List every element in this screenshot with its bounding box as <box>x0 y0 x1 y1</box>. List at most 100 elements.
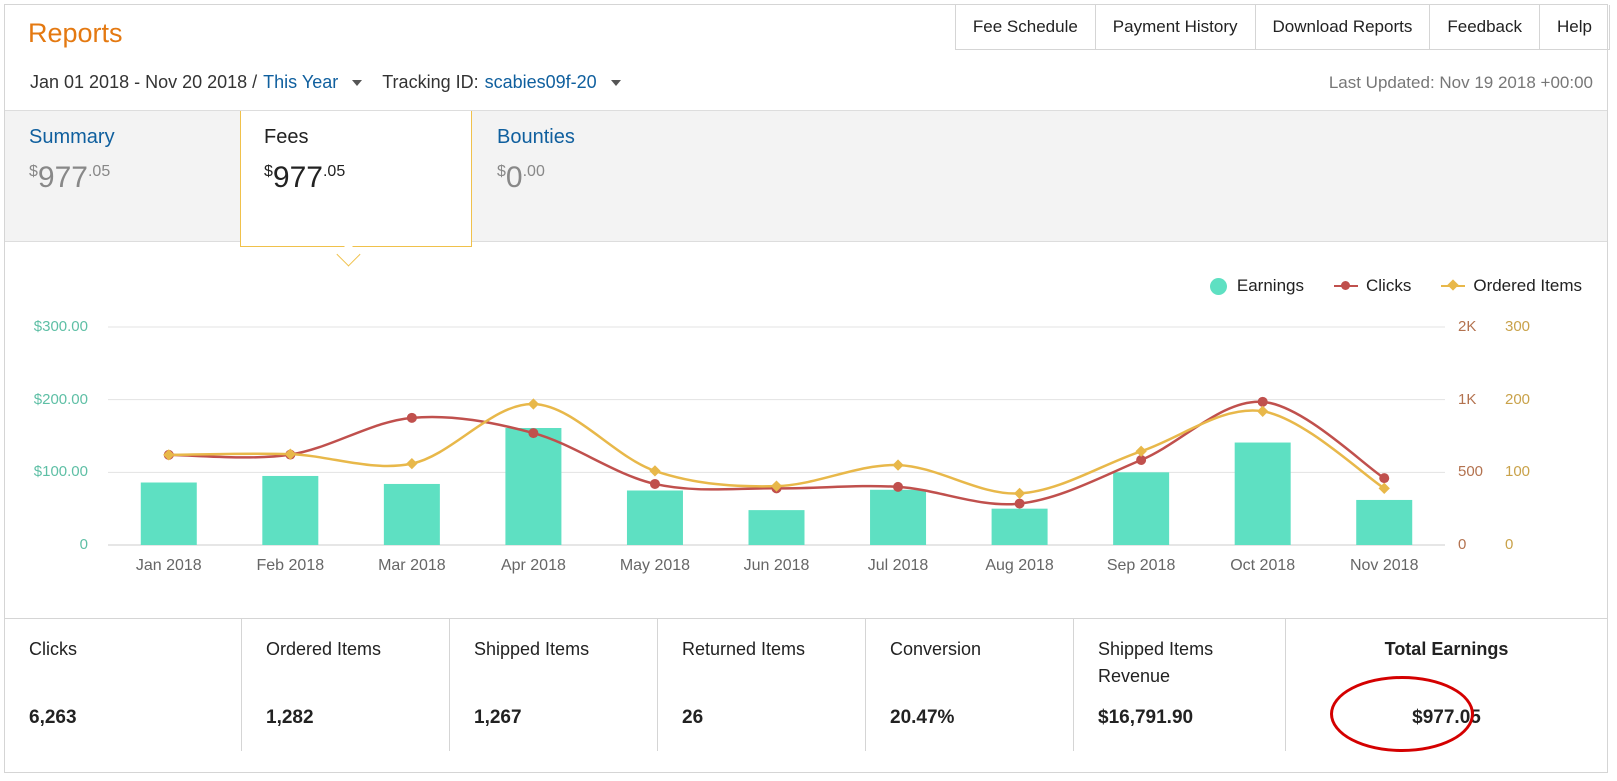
earnings-bar <box>383 483 440 545</box>
date-preset-dropdown[interactable]: This Year <box>263 72 339 92</box>
chart-legend: Earnings Clicks Ordered Items <box>1180 276 1582 296</box>
y-tick-left: 0 <box>79 536 88 553</box>
clicks-point <box>1379 473 1390 484</box>
ordered-items-point <box>1135 445 1147 457</box>
clicks-point <box>1014 498 1025 509</box>
x-tick-label: Apr 2018 <box>500 557 566 574</box>
stat-value: 1,267 <box>474 707 522 728</box>
ordered-items-point <box>770 480 783 492</box>
stat-label: Shipped Items Revenue <box>1098 639 1214 686</box>
x-tick-label: Oct 2018 <box>1230 557 1296 574</box>
x-tick-label: Jul 2018 <box>867 557 929 574</box>
tab-label: Summary <box>29 126 115 148</box>
clicks-point <box>893 481 904 492</box>
y-tick-right-items: 300 <box>1505 318 1531 335</box>
stat-value: $16,791.90 <box>1098 707 1194 728</box>
clicks-point <box>406 412 417 423</box>
y-tick-right-items: 200 <box>1505 390 1531 408</box>
x-tick-label: Aug 2018 <box>985 557 1054 574</box>
y-tick-right-items: 100 <box>1505 463 1531 481</box>
y-tick-right-clicks: 1K <box>1458 390 1477 408</box>
earnings-bar <box>870 489 927 545</box>
legend-earnings[interactable]: Earnings <box>1209 276 1304 296</box>
ordered-items-point <box>892 459 904 471</box>
ordered-items-line <box>168 402 1385 495</box>
y-tick-right-clicks: 2K <box>1458 318 1477 335</box>
ordered-items-point <box>649 465 661 477</box>
stat-label: Conversion <box>890 639 982 659</box>
clicks-point <box>528 428 539 439</box>
y-tick-left: $100.00 <box>33 463 88 481</box>
stat-value: 20.47% <box>890 707 955 728</box>
y-tick-right-clicks: 0 <box>1458 536 1467 553</box>
tab-label: Fees <box>264 126 309 148</box>
date-range-text: Jan 01 2018 - Nov 20 2018 / <box>30 72 258 92</box>
x-tick-label: Jun 2018 <box>743 557 810 574</box>
highlight-circle <box>1330 676 1474 752</box>
stats-row: Clicks 6,263 Ordered Items 1,282 Shipped… <box>5 618 1607 751</box>
legend-label: Ordered Items <box>1473 276 1582 295</box>
top-nav: Fee Schedule Payment History Download Re… <box>954 5 1610 50</box>
payment-history-link[interactable]: Payment History <box>1096 5 1256 49</box>
stat-returned-items: Returned Items 26 <box>658 619 866 751</box>
chevron-down-icon[interactable] <box>352 79 363 86</box>
ordered-items-swatch <box>1441 279 1466 291</box>
stat-label: Total Earnings <box>1384 639 1509 659</box>
page-title: Reports <box>28 18 123 48</box>
feedback-link[interactable]: Feedback <box>1430 5 1541 49</box>
y-tick-right-clicks: 500 <box>1458 463 1484 481</box>
earnings-chart <box>108 326 1445 546</box>
y-tick-right-items: 0 <box>1505 536 1514 553</box>
legend-ordered-items[interactable]: Ordered Items <box>1441 276 1582 296</box>
legend-label: Clicks <box>1366 276 1412 295</box>
stat-label: Returned Items <box>682 639 806 659</box>
tab-amount: $977.05 <box>264 161 346 194</box>
earnings-swatch <box>1209 277 1227 295</box>
tab-fees[interactable]: Fees $977.05 <box>240 111 472 247</box>
ordered-items-point <box>1013 487 1026 500</box>
chevron-down-icon[interactable] <box>610 79 621 86</box>
x-tick-label: Nov 2018 <box>1349 557 1419 574</box>
earnings-bar <box>1356 499 1413 545</box>
stat-shipped-revenue: Shipped Items Revenue $16,791.90 <box>1074 619 1286 751</box>
clicks-point <box>1136 454 1147 465</box>
clicks-point <box>649 478 660 489</box>
tracking-id-dropdown[interactable]: scabies09f-20 <box>484 72 597 92</box>
y-tick-left: $200.00 <box>33 390 88 408</box>
earnings-bar <box>505 428 562 545</box>
earnings-bar <box>748 510 805 545</box>
stat-conversion: Conversion 20.47% <box>866 619 1074 751</box>
stat-shipped-items: Shipped Items 1,267 <box>450 619 658 751</box>
legend-clicks[interactable]: Clicks <box>1334 276 1411 296</box>
report-tabs: Summary $977.05 Fees $977.05 Bounties $0… <box>5 110 1607 247</box>
x-tick-label: Sep 2018 <box>1106 557 1176 574</box>
stat-label: Clicks <box>29 639 77 659</box>
stat-clicks: Clicks 6,263 <box>5 619 242 751</box>
stat-ordered-items: Ordered Items 1,282 <box>242 619 450 751</box>
earnings-bar <box>991 508 1048 545</box>
x-tick-label: Mar 2018 <box>378 557 446 574</box>
earnings-bar <box>1234 442 1291 545</box>
earnings-bar <box>140 482 197 545</box>
x-tick-label: May 2018 <box>619 557 691 574</box>
x-tick-label: Jan 2018 <box>135 557 202 574</box>
last-updated-text: Last Updated: Nov 19 2018 +00:00 <box>1328 73 1593 92</box>
earnings-bar <box>626 490 683 545</box>
ordered-items-point <box>163 449 175 461</box>
ordered-items-point <box>406 457 418 470</box>
earnings-bar <box>1113 472 1170 545</box>
y-tick-left: $300.00 <box>33 318 88 335</box>
tracking-id-label: Tracking ID: <box>382 72 479 92</box>
stat-value: 6,263 <box>29 707 77 728</box>
filter-bar: Jan 01 2018 - Nov 20 2018 / This Year Tr… <box>30 72 631 93</box>
earnings-bar <box>262 475 319 545</box>
help-link[interactable]: Help <box>1557 17 1592 36</box>
stat-label: Ordered Items <box>266 639 382 659</box>
fee-schedule-link[interactable]: Fee Schedule <box>956 5 1096 49</box>
download-reports-link[interactable]: Download Reports <box>1256 5 1431 49</box>
ordered-items-point <box>1257 405 1269 417</box>
legend-label: Earnings <box>1236 276 1304 295</box>
x-tick-label: Feb 2018 <box>256 557 325 574</box>
clicks-swatch <box>1334 281 1358 290</box>
tab-amount: $0.00 <box>497 161 545 194</box>
